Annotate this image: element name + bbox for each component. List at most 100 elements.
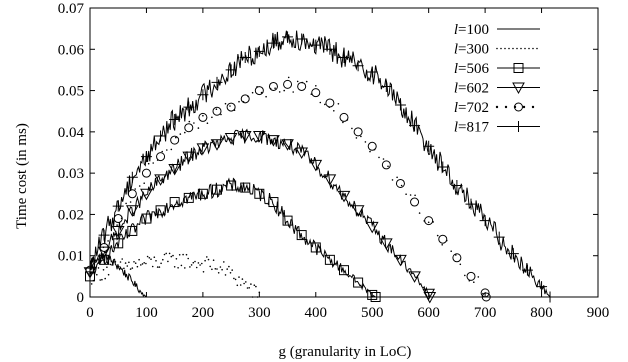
series-dot: [184, 131, 186, 134]
data-point-plus: [267, 37, 279, 49]
series-dot: [418, 212, 421, 214]
series-dot: [229, 272, 232, 274]
data-point-circle: [141, 168, 151, 178]
data-point-circle: [424, 216, 434, 226]
legend-label: l=817: [454, 120, 490, 136]
series-dot: [342, 121, 344, 124]
series-dot: [248, 287, 250, 289]
series-dot: [234, 278, 237, 281]
series-dot: [125, 202, 127, 205]
series-dot: [441, 244, 444, 246]
series-dot: [292, 91, 295, 93]
series-dot: [260, 91, 263, 94]
data-point-plus: [183, 101, 195, 113]
data-point-square: [254, 188, 265, 199]
data-point-plus: [409, 120, 421, 132]
y-tick-label: 0.06: [58, 42, 85, 58]
plot-frame: [89, 7, 599, 298]
series-dot: [197, 127, 200, 129]
legend-label: l=100: [454, 22, 489, 38]
legend-dot: [508, 47, 510, 50]
series-dot: [243, 282, 245, 285]
series-dot: [405, 193, 407, 195]
data-point-plus: [169, 113, 181, 125]
x-axis-title: g (granularity in LoC): [279, 344, 412, 360]
legend-dot: [496, 47, 498, 50]
legend-dot: [520, 47, 522, 50]
series-dot: [141, 263, 144, 265]
series-dot: [238, 276, 240, 278]
series-dot: [226, 268, 228, 270]
series-dot: [146, 255, 149, 258]
data-point-square: [367, 289, 378, 300]
series-dot: [296, 80, 299, 83]
data-point-circle: [381, 160, 391, 170]
legend-dot: [512, 47, 514, 50]
data-point-square: [197, 188, 208, 199]
y-tick-label: 0.05: [58, 84, 84, 100]
data-point-triangle-down: [196, 143, 210, 155]
series-dot: [473, 281, 475, 284]
x-tick-label: 300: [248, 305, 271, 321]
series-dot: [250, 283, 252, 285]
series-dot: [165, 252, 167, 255]
data-point-plus: [536, 281, 548, 293]
series-dot: [278, 91, 281, 93]
series-dot: [221, 268, 223, 271]
series-dot: [99, 279, 101, 281]
data-point-circle: [325, 98, 335, 108]
series-dot: [175, 258, 178, 260]
data-point-circle: [297, 81, 307, 91]
series-dot: [102, 246, 105, 249]
series-dot: [109, 263, 112, 266]
data-point-square: [339, 265, 349, 276]
series-dot: [124, 262, 127, 264]
data-point-plus: [465, 198, 477, 210]
series-dot: [138, 185, 141, 187]
data-point-plus: [479, 215, 491, 227]
data-point-plus: [140, 151, 152, 163]
data-point-circle: [452, 253, 462, 263]
legend-dot: [504, 47, 506, 50]
series-dot: [162, 258, 164, 261]
data-point-circle: [240, 94, 250, 104]
data-point-plus: [253, 45, 265, 57]
data-point-square: [183, 192, 194, 203]
series-dot: [209, 265, 211, 268]
data-point-triangle-down: [365, 221, 379, 234]
series-dot: [477, 276, 480, 278]
x-tick-label: 700: [474, 305, 497, 321]
data-point-square: [353, 277, 364, 288]
series-dot: [287, 76, 290, 79]
data-point-circle: [410, 197, 420, 207]
series-dot: [126, 265, 129, 267]
data-point-plus: [507, 248, 519, 260]
series-dot: [90, 283, 93, 285]
series-dot: [160, 262, 162, 265]
data-point-triangle-down: [295, 147, 309, 160]
legend-item: l=817: [454, 120, 540, 136]
data-point-circle: [127, 189, 137, 199]
data-point-circle: [311, 88, 321, 98]
legend-item: l=300: [454, 42, 538, 58]
legend-dot: [531, 105, 535, 109]
data-point-triangle-down: [140, 188, 153, 201]
series-dot: [156, 266, 159, 268]
data-point-square: [226, 180, 237, 191]
series-dot: [239, 284, 242, 286]
data-point-plus: [282, 31, 294, 43]
series-dot: [111, 235, 114, 238]
data-point-plus: [521, 264, 533, 276]
series-dot: [206, 122, 209, 124]
legend-marker: [514, 102, 523, 112]
series-dot: [188, 120, 191, 123]
series-dot: [217, 272, 220, 274]
data-point-circle: [226, 102, 236, 112]
series-dot: [116, 224, 118, 226]
series-dot: [151, 265, 154, 268]
series-dot: [206, 256, 208, 258]
legend-label: l=506: [454, 61, 490, 77]
series-dot: [215, 108, 218, 110]
series-dot: [305, 80, 308, 83]
series-dot: [140, 264, 142, 266]
